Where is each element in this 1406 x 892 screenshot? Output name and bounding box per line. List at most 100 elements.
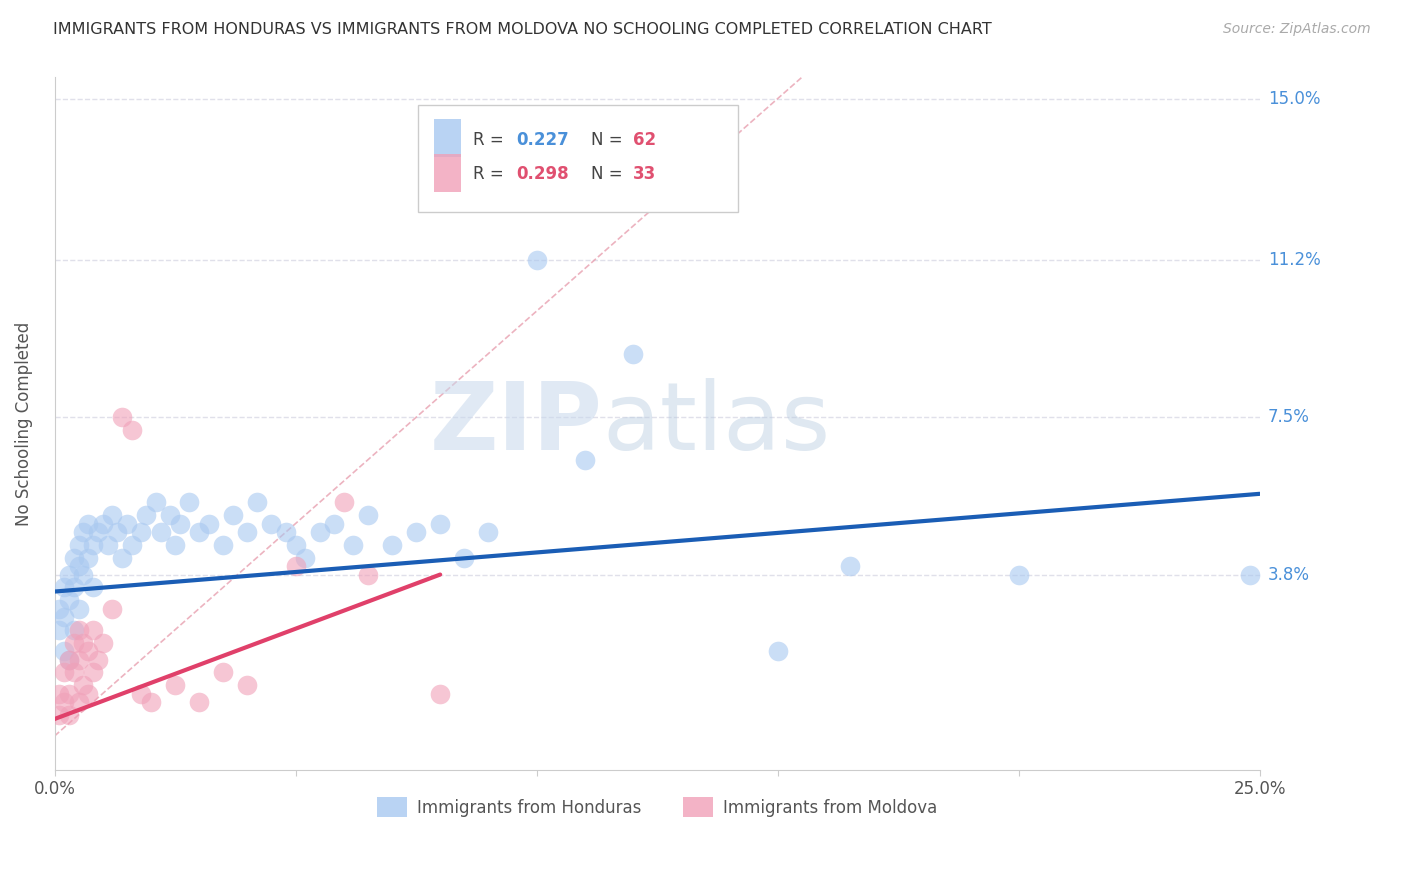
Point [96,538,118,552]
Point [67,601,90,615]
Point [274,524,297,539]
Point [405,524,427,539]
Text: 11.2%: 11.2% [1268,252,1320,269]
Point [77,516,100,531]
Point [163,678,186,692]
Point [453,550,475,565]
Point [82,665,104,680]
Point [323,516,346,531]
Text: R =: R = [472,165,509,184]
Point [67,695,90,709]
Y-axis label: No Schooling Completed: No Schooling Completed [15,322,32,526]
Point [179,495,201,509]
Point [159,508,181,522]
Text: IMMIGRANTS FROM HONDURAS VS IMMIGRANTS FROM MOLDOVA NO SCHOOLING COMPLETED CORRE: IMMIGRANTS FROM HONDURAS VS IMMIGRANTS F… [53,22,993,37]
Point [67,623,90,637]
Text: ZIP: ZIP [430,377,603,470]
Point [129,686,152,700]
Point [72,635,94,649]
Point [48,686,70,700]
Text: N =: N = [591,165,627,184]
Point [115,516,138,531]
Point [188,524,211,539]
Point [284,538,307,552]
Point [332,495,354,509]
Point [53,580,76,594]
Point [135,508,157,522]
Point [357,508,380,522]
Point [212,665,235,680]
Point [48,601,70,615]
Point [357,567,380,582]
Point [62,550,84,565]
Point [429,516,451,531]
Point [129,524,152,539]
Point [342,538,364,552]
Point [1007,567,1029,582]
Text: 7.5%: 7.5% [1268,409,1310,426]
Point [526,253,548,268]
Point [212,538,235,552]
Point [766,644,789,658]
Text: 15.0%: 15.0% [1268,90,1320,108]
Point [53,610,76,624]
Point [294,550,316,565]
Bar [434,119,461,157]
Point [72,678,94,692]
Point [58,652,80,666]
Text: atlas: atlas [603,377,831,470]
Text: N =: N = [591,131,627,149]
Point [91,516,114,531]
Point [87,524,110,539]
Point [62,665,84,680]
Point [121,423,143,437]
Point [58,593,80,607]
Text: R =: R = [472,131,509,149]
Point [621,346,644,360]
Point [236,524,259,539]
Point [82,623,104,637]
Point [838,559,860,574]
Point [53,695,76,709]
Point [188,695,211,709]
Point [139,695,162,709]
Point [105,524,128,539]
Text: 0.298: 0.298 [516,165,568,184]
Point [163,538,186,552]
Point [87,652,110,666]
Point [111,550,134,565]
Point [284,559,307,574]
Point [67,538,90,552]
Point [82,580,104,594]
Point [381,538,404,552]
Point [246,495,269,509]
Point [62,580,84,594]
Point [77,686,100,700]
Point [72,524,94,539]
Point [197,516,219,531]
Point [48,707,70,722]
Point [111,410,134,425]
Point [58,567,80,582]
Point [236,678,259,692]
Text: 62: 62 [633,131,657,149]
Point [91,635,114,649]
Point [1239,567,1261,582]
Point [77,644,100,658]
Point [574,453,596,467]
Point [101,601,124,615]
Point [101,508,124,522]
Point [58,707,80,722]
Point [477,524,499,539]
Legend: Immigrants from Honduras, Immigrants from Moldova: Immigrants from Honduras, Immigrants fro… [370,790,943,824]
Point [77,550,100,565]
Point [67,559,90,574]
Text: Source: ZipAtlas.com: Source: ZipAtlas.com [1223,22,1371,37]
Bar [434,153,461,192]
Point [53,665,76,680]
Point [145,495,167,509]
Point [149,524,172,539]
Point [48,623,70,637]
Point [169,516,191,531]
Text: 33: 33 [633,165,657,184]
